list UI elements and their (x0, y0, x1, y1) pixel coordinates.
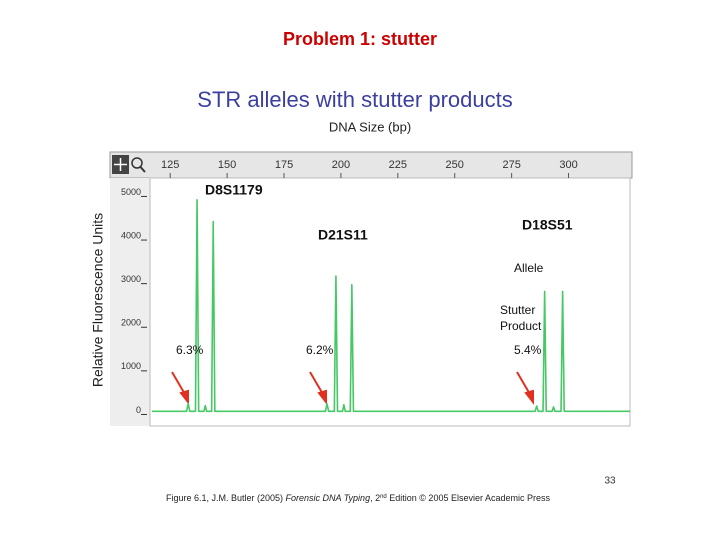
annotation: D8S1179 (205, 182, 263, 198)
caption-part: nd (380, 494, 387, 500)
annotation: Stutter (500, 303, 535, 317)
x-tick-label: 300 (559, 159, 577, 171)
y-tick-label: 5000 (121, 187, 141, 197)
annotation: Product (500, 319, 542, 333)
annotation: D21S11 (318, 227, 368, 243)
x-tick-label: 125 (161, 159, 179, 171)
y-tick-label: 3000 (121, 274, 141, 284)
x-tick-label: 150 (218, 159, 236, 171)
caption: Figure 6.1, J.M. Butler (2005) Forensic … (166, 493, 551, 503)
chart-title: STR alleles with stutter products (197, 87, 512, 112)
x-tick-label: 175 (275, 159, 293, 171)
y-tick-label: 4000 (121, 230, 141, 240)
y-axis-label: Relative Fluorescence Units (90, 213, 106, 387)
caption-part: , 2 (370, 493, 380, 503)
trace (152, 199, 630, 413)
plot-area (149, 177, 631, 427)
y-tick-label: 1000 (121, 361, 141, 371)
caption-part: Forensic DNA Typing (286, 493, 371, 503)
axis-strip (110, 178, 150, 426)
annotation: Allele (514, 261, 544, 275)
annotation: 5.4% (514, 343, 542, 357)
x-axis-label: DNA Size (bp) (329, 119, 411, 134)
slide-title: Problem 1: stutter (283, 29, 437, 49)
y-tick-label: 0 (136, 405, 141, 415)
annotation: 6.2% (306, 343, 334, 357)
x-tick-label: 200 (332, 159, 350, 171)
x-tick-label: 275 (502, 159, 520, 171)
toolbar (109, 151, 633, 179)
toolbar-icons (112, 155, 146, 174)
x-tick-label: 225 (389, 159, 407, 171)
y-tick-label: 2000 (121, 318, 141, 328)
x-tick-label: 250 (446, 159, 464, 171)
annotation: 6.3% (176, 343, 204, 357)
page-number: 33 (604, 476, 616, 487)
arrows (171, 371, 534, 405)
caption-part: Figure 6.1, J.M. Butler (2005) (166, 493, 286, 503)
caption-part: Edition © 2005 Elsevier Academic Press (387, 493, 551, 503)
annotation: D18S51 (522, 217, 573, 233)
